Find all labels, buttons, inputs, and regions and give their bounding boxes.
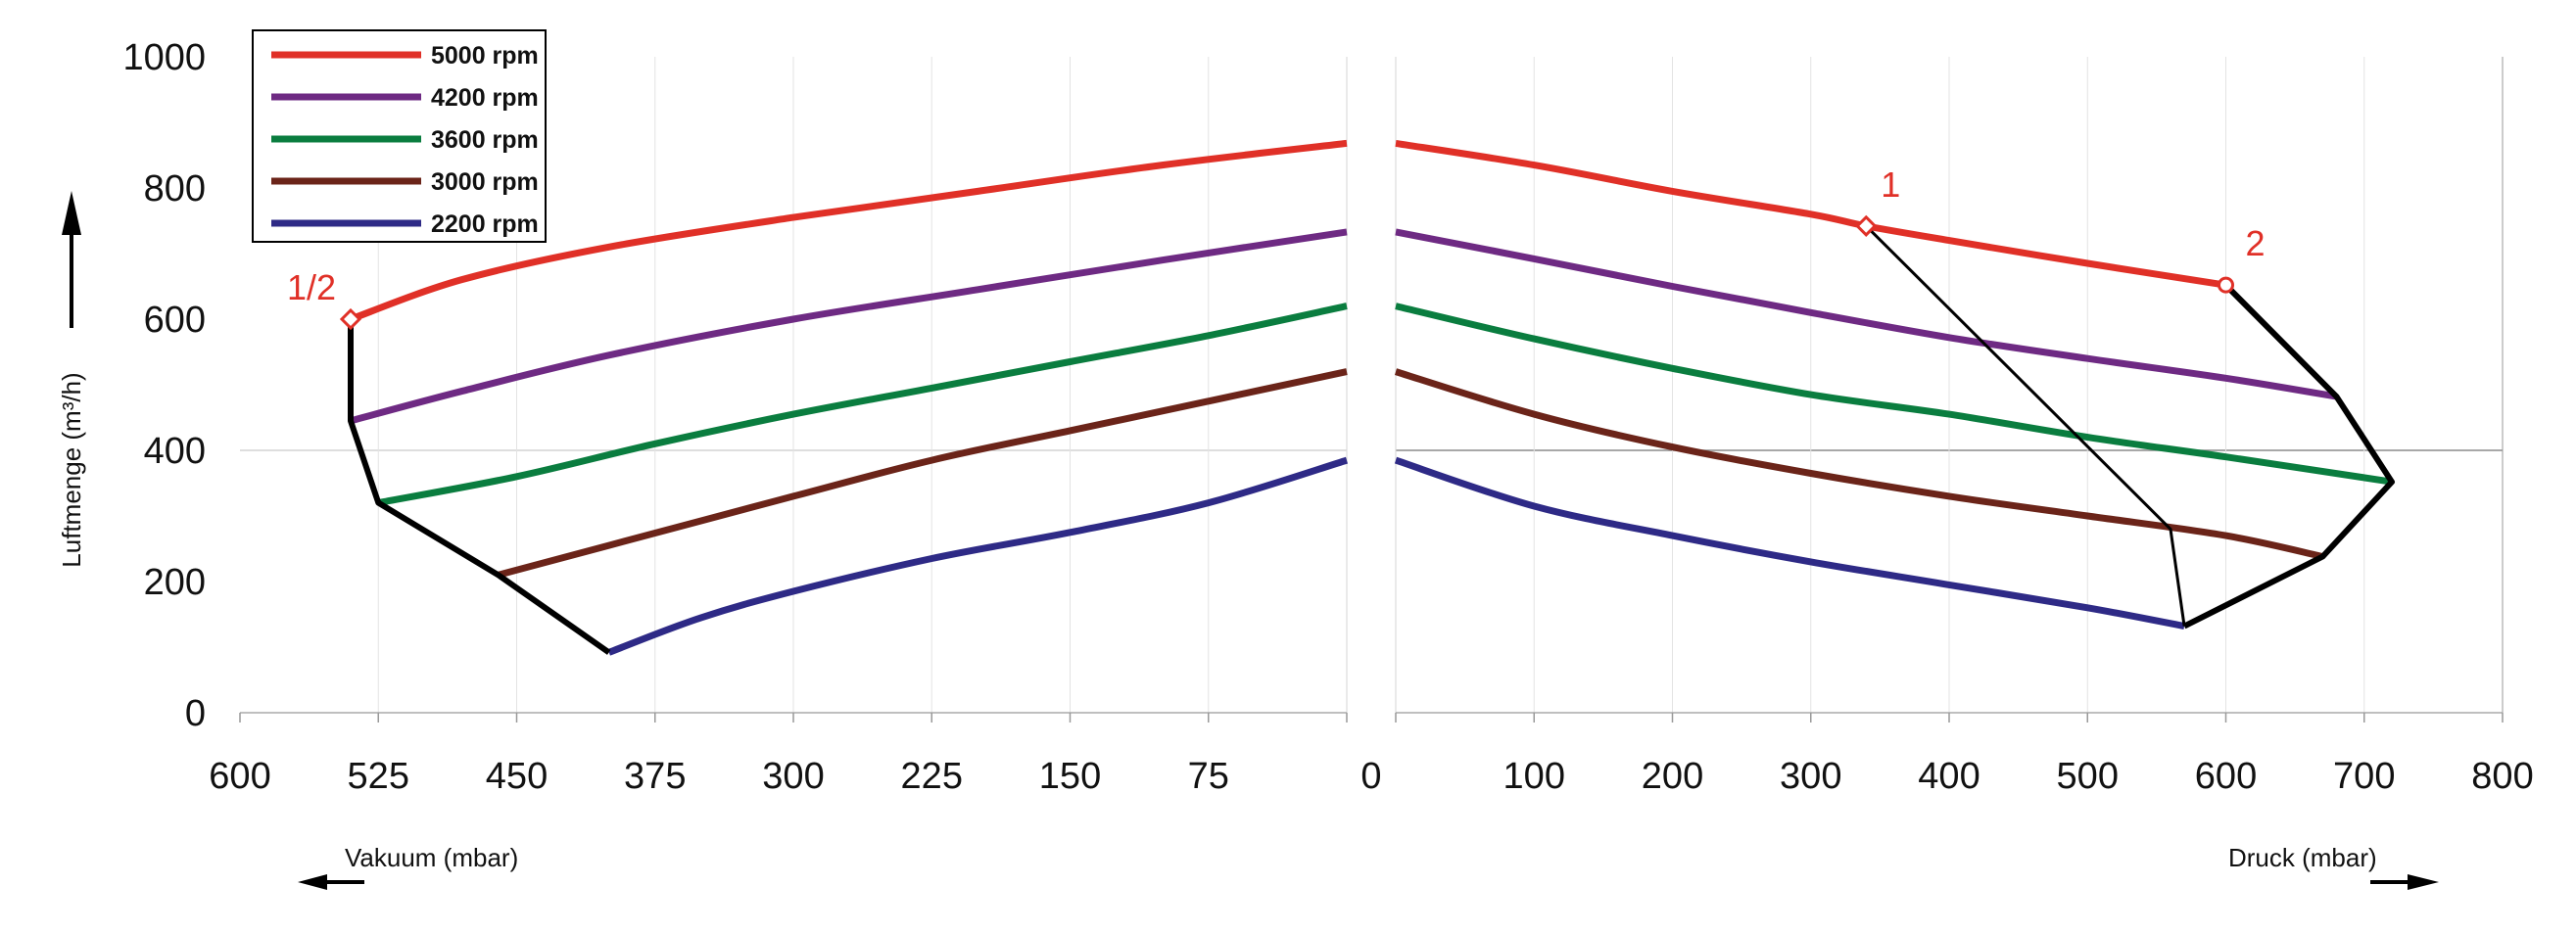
envelope-pressure-2 bbox=[1865, 224, 2186, 627]
x-tick-label-pressure: 0 bbox=[1360, 756, 1381, 797]
x-tick-label-vacuum: 450 bbox=[486, 756, 548, 797]
x-tick-label-vacuum: 525 bbox=[348, 756, 409, 797]
envelope-vacuum-0 bbox=[348, 319, 611, 655]
y-tick-label: 400 bbox=[144, 431, 206, 472]
x-tick-label-vacuum: 300 bbox=[762, 756, 824, 797]
series-3600-rpm-vacuum bbox=[377, 303, 1348, 507]
x-tick-label-vacuum: 600 bbox=[209, 756, 270, 797]
y-axis-arrow bbox=[62, 191, 81, 328]
pressure-arrow-icon bbox=[2370, 874, 2439, 890]
x-tick-label-pressure: 800 bbox=[2471, 756, 2533, 797]
y-tick-label: 800 bbox=[144, 168, 206, 210]
series-4200-rpm-vacuum bbox=[350, 228, 1348, 425]
grid bbox=[240, 57, 2504, 713]
x-tick-label-pressure: 700 bbox=[2333, 756, 2395, 797]
series-4200-rpm-pressure bbox=[1395, 228, 2338, 400]
x-tick-label-vacuum: 225 bbox=[901, 756, 963, 797]
marker-point-1-2 bbox=[339, 307, 362, 331]
series-5000-rpm-vacuum bbox=[349, 139, 1348, 323]
envelope-pressure-1 bbox=[2182, 283, 2395, 630]
x-tick-label-vacuum: 75 bbox=[1188, 756, 1229, 797]
y-tick-label: 200 bbox=[144, 562, 206, 603]
left-x-axis-title: Vakuum (mbar) bbox=[345, 843, 518, 872]
vacuum-arrow-icon bbox=[298, 874, 364, 890]
legend-label: 2200 rpm bbox=[431, 210, 539, 238]
series-3000-rpm-vacuum bbox=[497, 368, 1348, 579]
series-2200-rpm-vacuum bbox=[607, 456, 1349, 656]
marker-label-1: 1 bbox=[1881, 164, 1900, 205]
y-axis-title: Luftmenge (m³/h) bbox=[57, 372, 86, 567]
y-tick-label: 0 bbox=[185, 693, 206, 734]
x-tick-label-pressure: 100 bbox=[1503, 756, 1565, 797]
marker-label-2: 2 bbox=[2245, 223, 2265, 263]
right-x-axis-title: Druck (mbar) bbox=[2228, 843, 2377, 872]
y-tick-label: 600 bbox=[144, 300, 206, 341]
x-tick-label-vacuum: 375 bbox=[624, 756, 686, 797]
marker-point-1 bbox=[1855, 214, 1878, 237]
x-tick-label-pressure: 500 bbox=[2057, 756, 2119, 797]
x-tick-label-pressure: 400 bbox=[1918, 756, 1980, 797]
x-tick-label-pressure: 300 bbox=[1780, 756, 1841, 797]
legend-label: 3000 rpm bbox=[431, 168, 539, 196]
marker-label-1-2: 1/2 bbox=[287, 267, 336, 307]
x-tick-label-pressure: 200 bbox=[1642, 756, 1703, 797]
operating-envelopes bbox=[348, 224, 2395, 655]
operating-points: 1/2 1 2 bbox=[287, 164, 2266, 331]
x-tick-label-vacuum: 150 bbox=[1039, 756, 1101, 797]
series-3000-rpm-pressure bbox=[1394, 368, 2324, 560]
legend-label: 3600 rpm bbox=[431, 126, 539, 154]
series-5000-rpm-pressure bbox=[1395, 139, 2227, 289]
series-2200-rpm-pressure bbox=[1394, 456, 2185, 630]
series-lines bbox=[349, 139, 2393, 656]
legend-label: 4200 rpm bbox=[431, 84, 539, 112]
y-tick-label: 1000 bbox=[122, 37, 206, 78]
x-tick-label-pressure: 600 bbox=[2195, 756, 2257, 797]
series-3600-rpm-pressure bbox=[1395, 303, 2393, 486]
legend: 5000 rpm 4200 rpm 3600 rpm 3000 rpm 2200 rpm bbox=[252, 29, 547, 243]
legend-label: 5000 rpm bbox=[431, 42, 539, 70]
marker-point-2 bbox=[2218, 276, 2234, 294]
